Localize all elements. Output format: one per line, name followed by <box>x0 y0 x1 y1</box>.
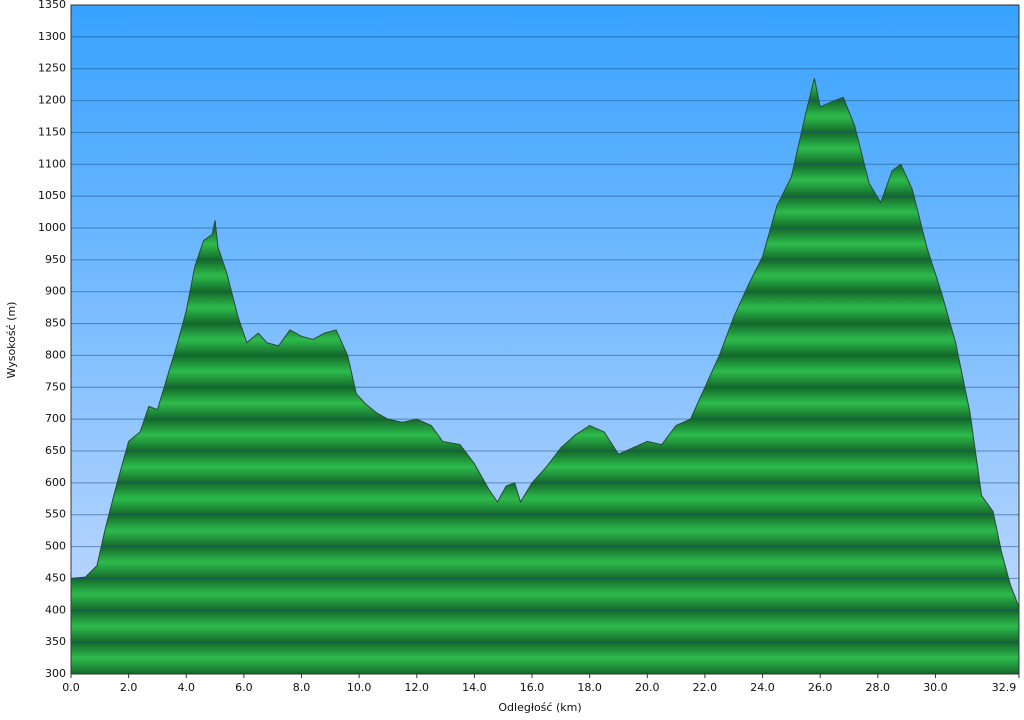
x-tick-label: 14.0 <box>462 681 487 694</box>
y-tick-label: 1350 <box>38 0 66 11</box>
y-tick-label: 300 <box>45 667 66 680</box>
x-tick-label: 4.0 <box>178 681 196 694</box>
y-tick-label: 850 <box>45 317 66 330</box>
x-tick-label: 24.0 <box>750 681 775 694</box>
x-tick-label: 18.0 <box>577 681 602 694</box>
x-tick-label: 26.0 <box>808 681 833 694</box>
y-tick-label: 1150 <box>38 125 66 138</box>
x-tick-label: 32.9 <box>992 681 1017 694</box>
x-tick-label: 16.0 <box>520 681 545 694</box>
x-tick-label: 12.0 <box>405 681 430 694</box>
y-tick-label: 400 <box>45 603 66 616</box>
elevation-line <box>70 78 1020 608</box>
y-tick-label: 350 <box>45 635 66 648</box>
y-axis-label: Wysokość (m) <box>5 302 18 379</box>
y-tick-label: 650 <box>45 444 66 457</box>
y-tick-label: 450 <box>45 571 66 584</box>
x-tick-label: 22.0 <box>693 681 718 694</box>
y-tick-label: 950 <box>45 253 66 266</box>
y-tick-label: 750 <box>45 380 66 393</box>
x-tick-label: 6.0 <box>235 681 253 694</box>
y-tick-label: 1050 <box>38 189 66 202</box>
y-tick-label: 1250 <box>38 62 66 75</box>
y-tick-label: 900 <box>45 285 66 298</box>
y-tick-label: 800 <box>45 348 66 361</box>
y-tick-label: 550 <box>45 508 66 521</box>
y-tick-label: 1300 <box>38 30 66 43</box>
x-tick-label: 20.0 <box>635 681 660 694</box>
plot-frame <box>70 4 1020 675</box>
y-tick-label: 1000 <box>38 221 66 234</box>
x-tick-label: 0.0 <box>62 681 80 694</box>
y-tick-label: 1100 <box>38 157 66 170</box>
x-tick-label: 30.0 <box>923 681 948 694</box>
y-tick-label: 500 <box>45 540 66 553</box>
x-tick-label: 2.0 <box>120 681 138 694</box>
x-tick-label: 28.0 <box>866 681 891 694</box>
y-tick-label: 1200 <box>38 94 66 107</box>
y-tick-label: 600 <box>45 476 66 489</box>
x-axis-label: Odległość (km) <box>498 701 581 714</box>
x-tick-label: 10.0 <box>347 681 372 694</box>
x-tick-label: 8.0 <box>293 681 311 694</box>
elevation-area <box>71 78 1019 675</box>
y-tick-label: 700 <box>45 412 66 425</box>
